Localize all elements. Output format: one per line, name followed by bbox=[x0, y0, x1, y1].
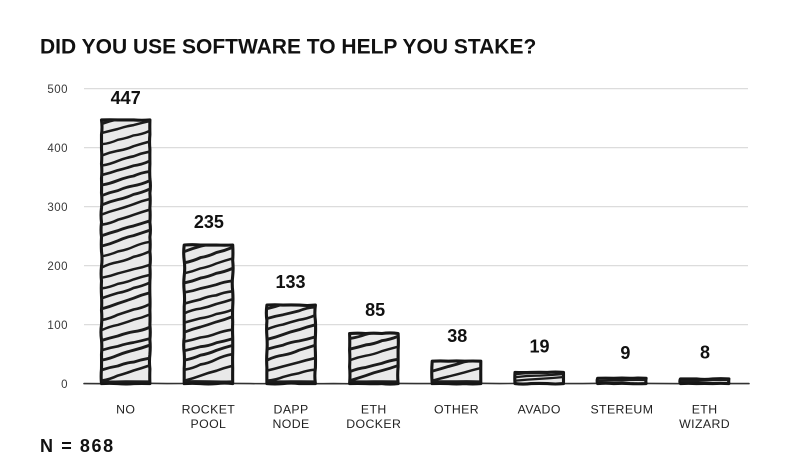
svg-text:100: 100 bbox=[47, 320, 68, 332]
svg-text:0: 0 bbox=[61, 379, 68, 391]
svg-text:200: 200 bbox=[47, 261, 68, 273]
svg-text:235: 235 bbox=[194, 212, 224, 232]
svg-text:38: 38 bbox=[447, 326, 467, 346]
svg-text:19: 19 bbox=[529, 337, 549, 357]
svg-text:85: 85 bbox=[365, 300, 385, 320]
svg-text:447: 447 bbox=[111, 88, 141, 108]
svg-text:DAPP: DAPP bbox=[274, 403, 309, 417]
svg-text:133: 133 bbox=[275, 272, 305, 292]
svg-text:ETH: ETH bbox=[692, 403, 718, 417]
svg-text:POOL: POOL bbox=[191, 417, 227, 431]
svg-text:9: 9 bbox=[620, 343, 630, 363]
svg-text:STEREUM: STEREUM bbox=[590, 403, 653, 417]
svg-text:NO: NO bbox=[116, 403, 135, 417]
svg-text:DOCKER: DOCKER bbox=[346, 417, 401, 431]
svg-text:500: 500 bbox=[47, 84, 68, 96]
svg-text:300: 300 bbox=[47, 202, 68, 214]
svg-text:WIZARD: WIZARD bbox=[679, 417, 730, 431]
svg-text:AVADO: AVADO bbox=[518, 403, 561, 417]
svg-text:ROCKET: ROCKET bbox=[182, 403, 236, 417]
svg-text:NODE: NODE bbox=[273, 417, 310, 431]
svg-text:N = 868: N = 868 bbox=[40, 436, 115, 456]
svg-text:DID YOU USE SOFTWARE TO HELP Y: DID YOU USE SOFTWARE TO HELP YOU STAKE? bbox=[40, 36, 536, 59]
svg-text:8: 8 bbox=[700, 343, 710, 363]
svg-text:OTHER: OTHER bbox=[434, 403, 479, 417]
svg-text:400: 400 bbox=[47, 143, 68, 155]
svg-text:ETH: ETH bbox=[361, 403, 387, 417]
